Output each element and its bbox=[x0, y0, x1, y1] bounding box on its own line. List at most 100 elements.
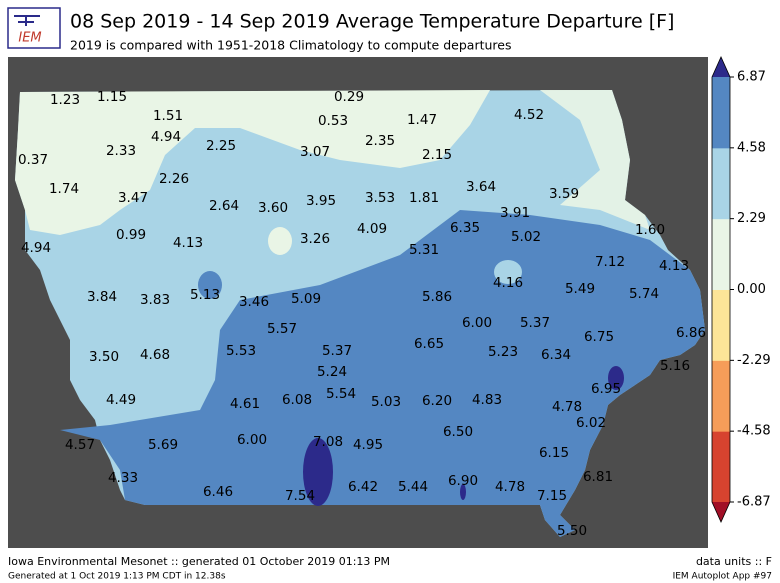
station-value: 1.60 bbox=[635, 222, 665, 238]
station-value: 5.16 bbox=[660, 358, 690, 374]
station-value: 6.46 bbox=[203, 484, 233, 500]
logo-text: IEM bbox=[18, 31, 41, 46]
station-value: 3.50 bbox=[89, 349, 119, 365]
title: 08 Sep 2019 - 14 Sep 2019 Average Temper… bbox=[70, 11, 674, 33]
station-value: 4.16 bbox=[493, 275, 523, 291]
station-value: 5.50 bbox=[557, 523, 587, 539]
station-value: 1.47 bbox=[407, 112, 437, 128]
station-value: 5.02 bbox=[511, 229, 541, 245]
station-value: 5.37 bbox=[322, 343, 352, 359]
colorbar-extension bbox=[712, 57, 730, 77]
contour-region bbox=[608, 366, 624, 390]
station-value: 4.94 bbox=[21, 240, 51, 256]
station-value: 6.65 bbox=[414, 336, 444, 352]
station-labels: 1.23 1.15 1.51 0.29 0.53 1.47 4.52 4.94 2.33 2.25… bbox=[18, 89, 706, 539]
colorbar-extension bbox=[712, 502, 730, 522]
station-value: 0.99 bbox=[116, 227, 146, 243]
station-value: 6.50 bbox=[443, 424, 473, 440]
station-value: 5.53 bbox=[226, 343, 256, 359]
station-value: 5.09 bbox=[291, 291, 321, 307]
station-value: 4.94 bbox=[151, 129, 181, 145]
station-value: 4.09 bbox=[357, 221, 387, 237]
contour-region bbox=[494, 260, 522, 284]
footer-text: Generated at 1 Oct 2019 1:13 PM CDT in 1… bbox=[8, 572, 226, 582]
colorbar-tick-label: -6.87 bbox=[737, 495, 771, 510]
station-value: 3.59 bbox=[549, 186, 579, 202]
colorbar-band bbox=[712, 360, 730, 432]
colorbar-band bbox=[712, 77, 730, 149]
station-value: 7.54 bbox=[285, 488, 315, 504]
station-value: 6.00 bbox=[237, 432, 267, 448]
station-value: 2.35 bbox=[365, 133, 395, 149]
station-value: 3.83 bbox=[140, 292, 170, 308]
station-value: 3.26 bbox=[300, 231, 330, 247]
subtitle: 2019 is compared with 1951-2018 Climatol… bbox=[70, 38, 511, 53]
station-value: 4.49 bbox=[106, 392, 136, 408]
station-value: 5.49 bbox=[565, 281, 595, 297]
colorbar-band bbox=[712, 431, 730, 503]
station-value: 2.26 bbox=[159, 171, 189, 187]
station-value: 3.60 bbox=[258, 200, 288, 216]
station-value: 4.13 bbox=[173, 235, 203, 251]
station-value: 4.83 bbox=[472, 392, 502, 408]
station-value: 4.33 bbox=[108, 470, 138, 486]
logo-box bbox=[7, 7, 61, 49]
station-value: 5.13 bbox=[190, 287, 220, 303]
colorbar-tick-label: 4.58 bbox=[737, 140, 766, 155]
footer-text: data units :: F bbox=[696, 555, 772, 568]
colorbar-band bbox=[712, 289, 730, 361]
station-value: 6.00 bbox=[462, 315, 492, 331]
colorbar-tick-label: 6.87 bbox=[737, 70, 766, 85]
station-value: 1.51 bbox=[153, 108, 183, 124]
station-value: 7.08 bbox=[313, 434, 343, 450]
station-value: 6.86 bbox=[676, 325, 706, 341]
footer-text: IEM Autoplot App #97 bbox=[673, 572, 772, 582]
footer-text: Iowa Environmental Mesonet :: generated … bbox=[8, 555, 390, 568]
colorbar-tick-label: -2.29 bbox=[737, 353, 771, 368]
station-value: 6.81 bbox=[583, 469, 613, 485]
station-value: 6.95 bbox=[591, 381, 621, 397]
station-value: 6.90 bbox=[448, 473, 478, 489]
contour-region bbox=[540, 90, 650, 230]
station-value: 1.15 bbox=[97, 89, 127, 105]
station-value: 4.95 bbox=[353, 437, 383, 453]
station-value: 3.84 bbox=[87, 289, 117, 305]
station-value: 6.35 bbox=[450, 220, 480, 236]
station-value: 6.34 bbox=[541, 347, 571, 363]
station-value: 5.37 bbox=[520, 315, 550, 331]
contour-region bbox=[303, 438, 333, 506]
station-value: 5.69 bbox=[148, 437, 178, 453]
station-value: 5.23 bbox=[488, 344, 518, 360]
station-value: 3.47 bbox=[118, 190, 148, 206]
station-value: 3.07 bbox=[300, 144, 330, 160]
station-value: 5.44 bbox=[398, 479, 428, 495]
station-value: 2.64 bbox=[209, 198, 239, 214]
contour-region bbox=[198, 271, 222, 299]
colorbar-tick-label: 0.00 bbox=[737, 282, 766, 297]
contour-region bbox=[460, 484, 466, 500]
station-value: 3.46 bbox=[239, 294, 269, 310]
station-value: 1.74 bbox=[49, 181, 79, 197]
station-value: 7.15 bbox=[537, 488, 567, 504]
colorbar-tick-label: 2.29 bbox=[737, 211, 766, 226]
station-value: 4.68 bbox=[140, 347, 170, 363]
station-value: 6.08 bbox=[282, 392, 312, 408]
colorbar-band bbox=[712, 218, 730, 290]
station-value: 3.95 bbox=[306, 193, 336, 209]
station-value: 0.37 bbox=[18, 152, 48, 168]
station-value: 2.15 bbox=[422, 147, 452, 163]
station-value: 6.20 bbox=[422, 393, 452, 409]
station-value: 7.12 bbox=[595, 254, 625, 270]
contour-region bbox=[15, 90, 490, 235]
colorbar-tick-label: -4.58 bbox=[737, 424, 771, 439]
station-value: 3.53 bbox=[365, 190, 395, 206]
station-value: 3.91 bbox=[500, 205, 530, 221]
station-value: 0.53 bbox=[318, 113, 348, 129]
logo-icon bbox=[14, 15, 40, 26]
station-value: 4.52 bbox=[514, 107, 544, 123]
contour-region bbox=[268, 227, 292, 255]
station-value: 5.74 bbox=[629, 286, 659, 302]
station-value: 1.81 bbox=[409, 190, 439, 206]
station-value: 5.31 bbox=[409, 242, 439, 258]
